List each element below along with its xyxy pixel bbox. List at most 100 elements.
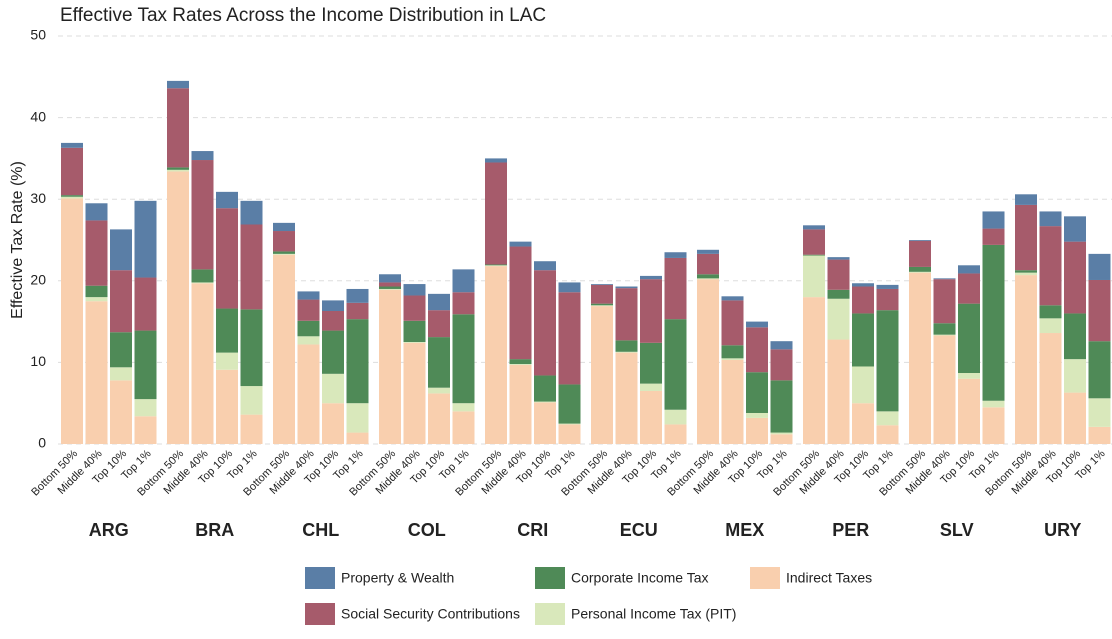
- bar-segment: [110, 367, 132, 381]
- bar-segment: [770, 434, 793, 444]
- bar-segment: [640, 279, 662, 343]
- bar-segment: [167, 167, 189, 170]
- bar-segment: [664, 257, 687, 320]
- bar-segment: [273, 251, 295, 254]
- bar-segment: [110, 380, 132, 444]
- bar-segment: [591, 303, 613, 306]
- chart-title: Effective Tax Rates Across the Income Di…: [60, 5, 546, 26]
- bar-segment: [558, 423, 581, 425]
- bar-segment: [615, 340, 638, 352]
- bar-segment: [933, 335, 956, 444]
- bar-segment: [697, 279, 719, 444]
- bar-segment: [452, 314, 475, 404]
- bar-segment: [240, 386, 263, 415]
- bar-segment: [297, 320, 320, 337]
- bar-segment: [852, 313, 874, 367]
- bar-segment: [876, 288, 899, 311]
- legend-swatch: [305, 603, 335, 625]
- legend-swatch: [305, 567, 335, 589]
- bar-segment: [61, 142, 83, 148]
- bar-segment: [558, 424, 581, 444]
- bar-segment: [485, 264, 507, 266]
- bar-segment: [721, 358, 744, 360]
- bar-segment: [534, 270, 556, 376]
- bar-segment: [803, 225, 825, 230]
- bar-segment: [1039, 318, 1062, 334]
- bar-segment: [240, 200, 263, 225]
- bar-segment: [746, 412, 768, 418]
- group-label: PER: [832, 520, 869, 540]
- group-label: BRA: [195, 520, 234, 540]
- bar-segment: [322, 300, 344, 311]
- bar-segment: [933, 279, 956, 324]
- bar-segment: [167, 80, 189, 89]
- bar-segment: [1064, 241, 1086, 314]
- bar-segment: [909, 240, 931, 267]
- bar-segment: [1015, 272, 1037, 276]
- bar-segment: [591, 284, 613, 304]
- bar-segment: [191, 151, 214, 161]
- bar-segment: [534, 401, 556, 403]
- bar-segment: [534, 402, 556, 444]
- group-label: URY: [1044, 520, 1081, 540]
- bar-segment: [558, 384, 581, 424]
- bar-segment: [827, 289, 850, 299]
- bar-segment: [322, 373, 344, 404]
- bar-segment: [216, 208, 238, 309]
- bar-segment: [216, 308, 238, 353]
- y-tick-label: 30: [30, 190, 46, 206]
- bar-segment: [379, 286, 401, 289]
- bar-segment: [1088, 279, 1111, 342]
- group-label: CRI: [517, 520, 548, 540]
- y-tick-label: 40: [30, 108, 46, 124]
- bar-segment: [273, 222, 295, 232]
- bar-segment: [297, 344, 320, 444]
- bar-segment: [909, 240, 931, 241]
- bar-segment: [746, 417, 768, 444]
- group-label: SLV: [940, 520, 974, 540]
- bar-segment: [85, 301, 108, 444]
- bar-segment: [379, 289, 401, 444]
- y-tick-label: 20: [30, 272, 46, 288]
- bar-segment: [1039, 305, 1062, 319]
- bar-segment: [664, 424, 687, 444]
- bar-segment: [403, 284, 426, 296]
- bar-segment: [664, 319, 687, 410]
- bar-segment: [509, 364, 532, 444]
- bar-segment: [1015, 204, 1037, 271]
- bar-segment: [933, 278, 956, 280]
- legend-label: Social Security Contributions: [341, 606, 520, 622]
- bar-segment: [452, 411, 475, 444]
- bar-segment: [1064, 359, 1086, 393]
- legend-label: Personal Income Tax (PIT): [571, 606, 736, 622]
- bar-segment: [534, 261, 556, 271]
- bar-segment: [827, 339, 850, 444]
- bar-segment: [61, 196, 83, 199]
- y-tick-label: 10: [30, 353, 46, 369]
- bar-segment: [1064, 392, 1086, 444]
- bar-segment: [1015, 270, 1037, 273]
- bar-segment: [827, 298, 850, 340]
- legend-swatch: [535, 567, 565, 589]
- bar-segment: [428, 337, 450, 388]
- bar-segment: [721, 296, 744, 301]
- bar-segment: [958, 373, 980, 379]
- bar-segment: [61, 198, 83, 444]
- bar-segment: [191, 282, 214, 284]
- bar-segment: [615, 288, 638, 341]
- bar-segment: [982, 211, 1005, 229]
- bar-segment: [428, 393, 450, 444]
- bar-segment: [509, 364, 532, 365]
- bar-segment: [852, 366, 874, 404]
- bar-segment: [615, 351, 638, 353]
- bar-segment: [485, 265, 507, 267]
- bar-segment: [85, 285, 108, 298]
- bar-segment: [403, 342, 426, 343]
- legend-label: Property & Wealth: [341, 570, 454, 586]
- bar-segment: [746, 327, 768, 373]
- bar-segment: [640, 390, 662, 444]
- bar-segment: [167, 88, 189, 168]
- bar-segment: [721, 300, 744, 346]
- bar-segment: [803, 255, 825, 298]
- bar-segment: [1088, 426, 1111, 444]
